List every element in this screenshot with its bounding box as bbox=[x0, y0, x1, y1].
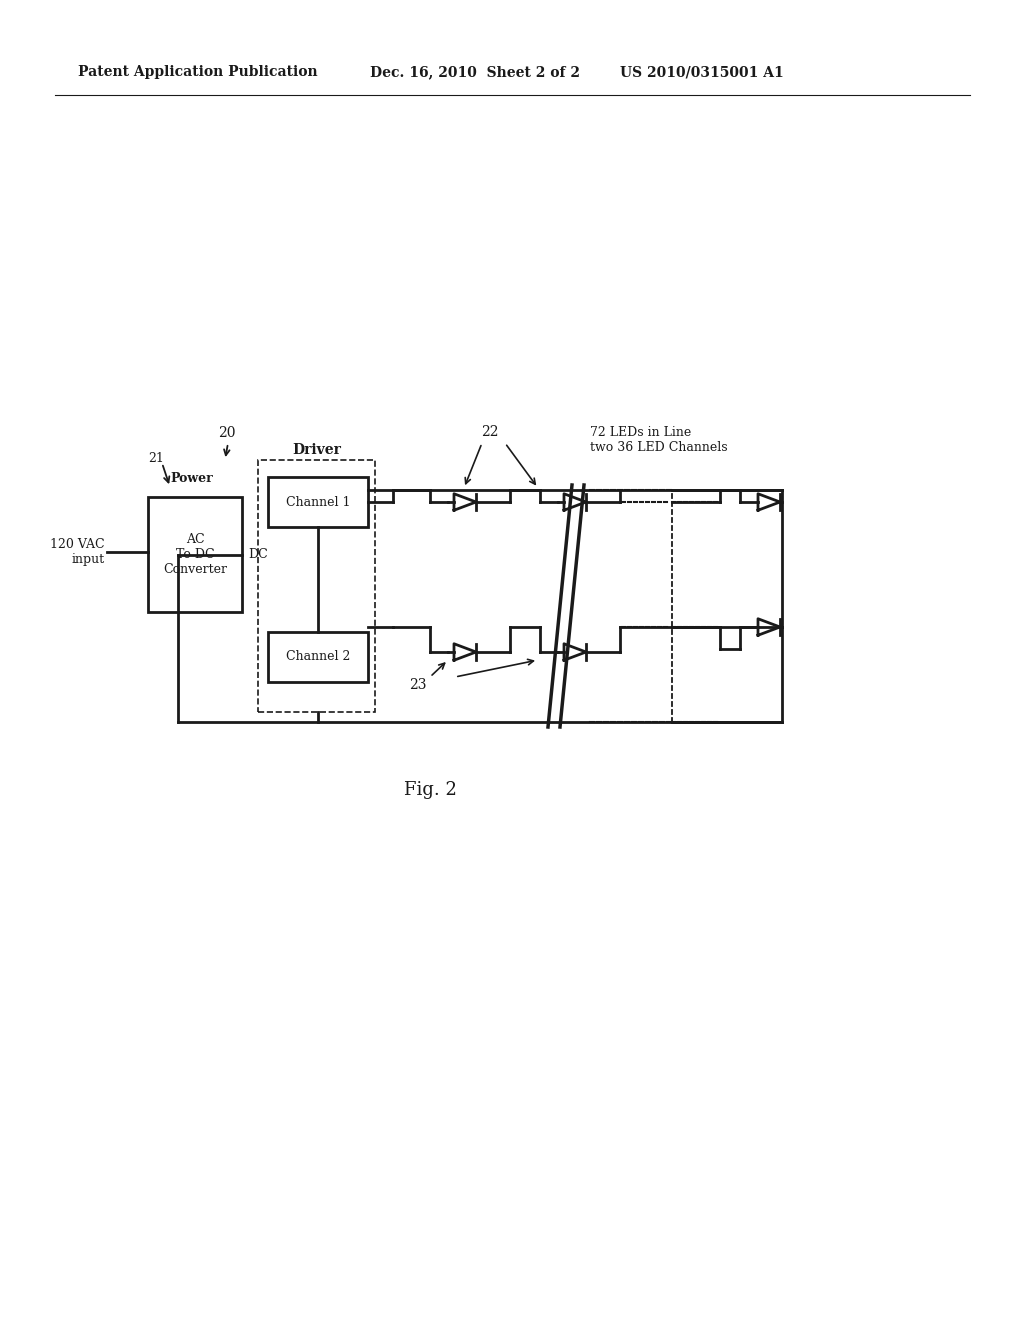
Text: US 2010/0315001 A1: US 2010/0315001 A1 bbox=[620, 65, 783, 79]
Text: 21: 21 bbox=[148, 451, 164, 465]
Text: Dec. 16, 2010  Sheet 2 of 2: Dec. 16, 2010 Sheet 2 of 2 bbox=[370, 65, 580, 79]
Bar bbox=[268, 477, 368, 527]
Bar bbox=[148, 498, 242, 612]
Bar bbox=[258, 459, 375, 711]
Text: DC: DC bbox=[248, 549, 267, 561]
Text: Fig. 2: Fig. 2 bbox=[403, 781, 457, 799]
Bar bbox=[268, 632, 368, 682]
Text: Patent Application Publication: Patent Application Publication bbox=[78, 65, 317, 79]
Text: 22: 22 bbox=[481, 425, 499, 440]
Text: AC
To DC
Converter: AC To DC Converter bbox=[163, 533, 227, 576]
Text: Driver: Driver bbox=[292, 444, 341, 457]
Text: 120 VAC
input: 120 VAC input bbox=[50, 539, 105, 566]
Text: 23: 23 bbox=[410, 678, 427, 692]
Text: Channel 1: Channel 1 bbox=[286, 495, 350, 508]
Text: 72 LEDs in Line
two 36 LED Channels: 72 LEDs in Line two 36 LED Channels bbox=[590, 426, 728, 454]
Text: Power: Power bbox=[170, 471, 213, 484]
Text: 20: 20 bbox=[218, 426, 236, 440]
Text: Channel 2: Channel 2 bbox=[286, 651, 350, 664]
